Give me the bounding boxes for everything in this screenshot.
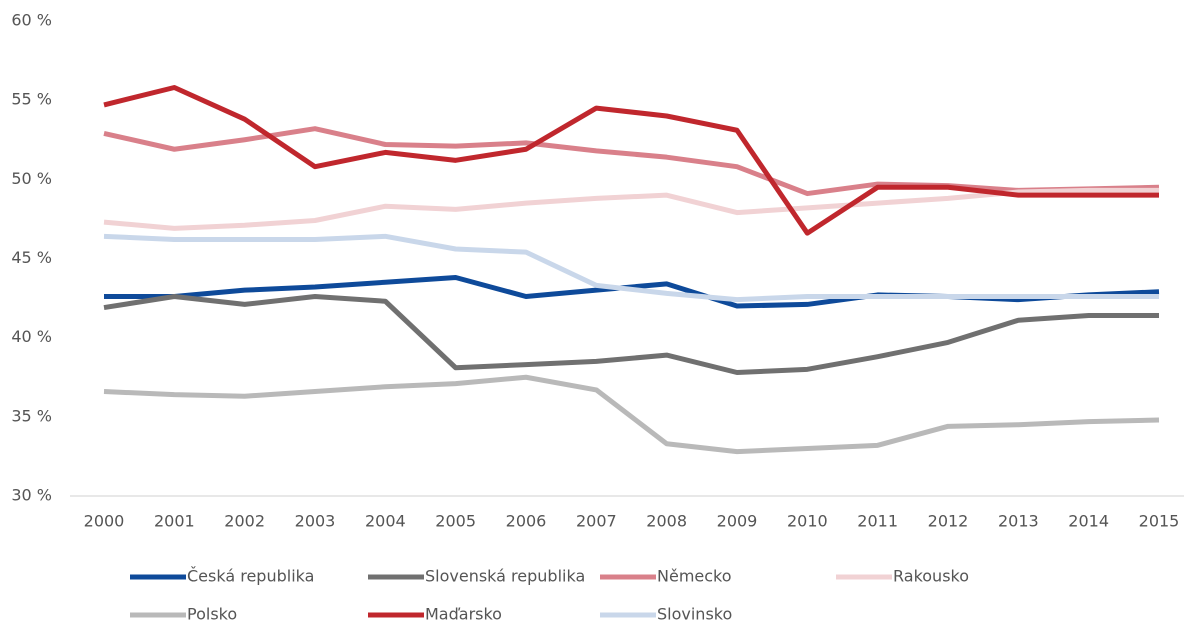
legend-label: Slovenská republika	[425, 567, 585, 586]
x-tick-label: 2001	[154, 512, 195, 531]
x-tick-label: 2004	[365, 512, 406, 531]
x-tick-label: 2007	[576, 512, 617, 531]
x-tick-label: 2000	[84, 512, 125, 531]
x-tick-label: 2014	[1068, 512, 1109, 531]
legend-label: Slovinsko	[657, 605, 732, 624]
series-line	[103, 126, 1160, 197]
series-line	[103, 233, 1159, 303]
x-tick-label: 2005	[435, 512, 476, 531]
legend-label: Maďarsko	[425, 605, 502, 624]
x-tick-label: 2011	[857, 512, 898, 531]
legend-label: Německo	[657, 567, 732, 586]
legend-label: Česká republika	[187, 567, 314, 586]
x-tick-label: 2003	[295, 512, 336, 531]
x-tick-label: 2008	[646, 512, 687, 531]
legend-label: Rakousko	[893, 567, 969, 586]
y-tick-label: 50 %	[11, 169, 52, 188]
y-tick-label: 40 %	[11, 327, 52, 346]
series-line	[103, 374, 1160, 455]
y-tick-label: 45 %	[11, 248, 52, 267]
x-tick-label: 2002	[224, 512, 265, 531]
y-tick-label: 60 %	[11, 11, 52, 30]
y-tick-label: 35 %	[11, 406, 52, 425]
y-tick-label: 30 %	[11, 486, 52, 505]
x-tick-label: 2010	[787, 512, 828, 531]
series-line	[103, 294, 1159, 375]
x-tick-label: 2009	[717, 512, 758, 531]
x-tick-label: 2012	[928, 512, 969, 531]
legend-label: Polsko	[187, 605, 237, 624]
x-tick-label: 2006	[506, 512, 547, 531]
x-tick-label: 2015	[1139, 512, 1180, 531]
series-line	[103, 187, 1159, 231]
x-tick-label: 2013	[998, 512, 1039, 531]
y-tick-label: 55 %	[11, 90, 52, 109]
series-line	[103, 85, 1159, 236]
